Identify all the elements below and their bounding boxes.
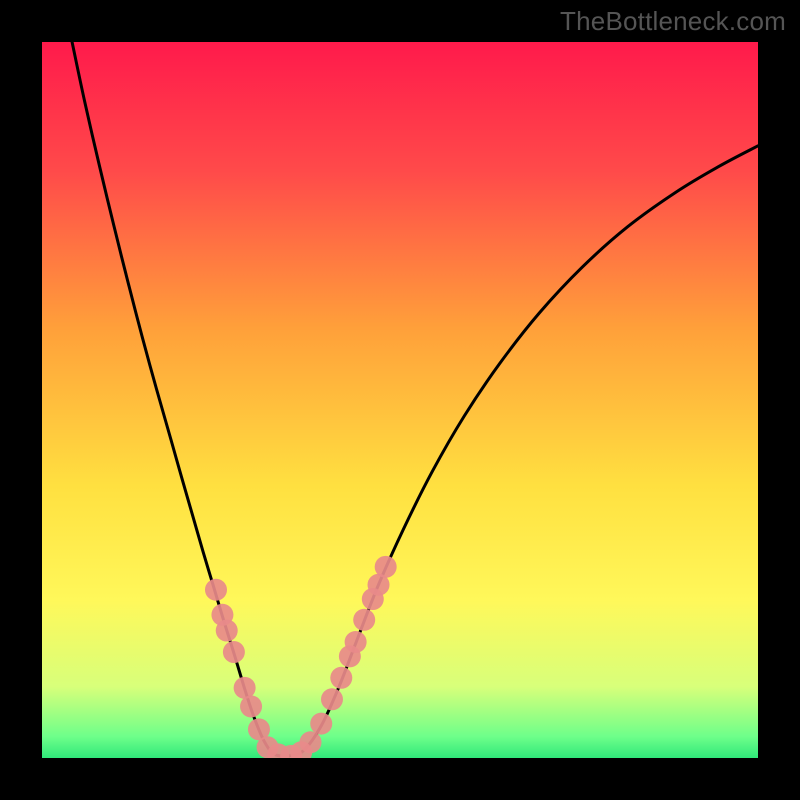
watermark-text: TheBottleneck.com bbox=[560, 6, 786, 37]
frame-border-left bbox=[0, 0, 42, 800]
scatter-marker bbox=[300, 731, 322, 753]
scatter-marker bbox=[321, 688, 343, 710]
scatter-marker bbox=[205, 579, 227, 601]
scatter-marker bbox=[223, 641, 245, 663]
scatter-marker bbox=[216, 620, 238, 642]
scatter-marker bbox=[310, 713, 332, 735]
scatter-marker bbox=[240, 695, 262, 717]
frame-border-bottom bbox=[0, 758, 800, 800]
bottleneck-curve-chart bbox=[0, 0, 800, 800]
scatter-marker bbox=[330, 667, 352, 689]
frame-border-right bbox=[758, 0, 800, 800]
gradient-background bbox=[42, 42, 758, 758]
chart-canvas: TheBottleneck.com bbox=[0, 0, 800, 800]
scatter-marker bbox=[345, 631, 367, 653]
scatter-marker bbox=[353, 609, 375, 631]
scatter-marker bbox=[375, 556, 397, 578]
